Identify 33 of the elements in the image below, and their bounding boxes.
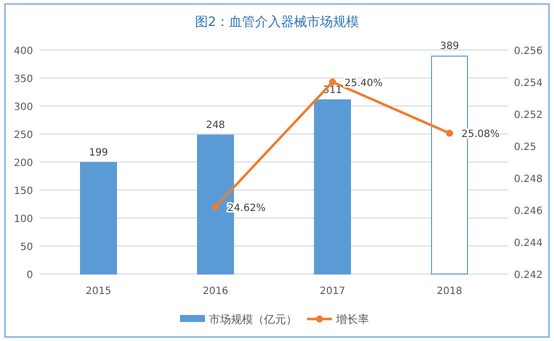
- legend-label: 增长率: [335, 313, 369, 326]
- x-tick-label: 2018: [436, 286, 462, 297]
- bar: [80, 162, 117, 274]
- data-label: 248: [206, 120, 226, 132]
- data-label: 389: [440, 41, 460, 52]
- legend-label: 市场规模（亿元）: [209, 313, 297, 326]
- y2-tick-label: 0.25: [514, 142, 536, 153]
- y-tick-label: 150: [14, 186, 33, 197]
- data-label: 199: [88, 148, 108, 159]
- y2-tick-label: 0.254: [514, 78, 543, 89]
- y2-tick-label: 0.244: [514, 238, 543, 249]
- y2-tick-label: 0.252: [514, 110, 543, 121]
- y-tick-label: 300: [14, 102, 33, 113]
- data-label: 25.40%: [344, 78, 383, 89]
- bar: [314, 99, 351, 274]
- y-tick-label: 50: [20, 242, 33, 253]
- y-tick-label: 0: [26, 270, 33, 281]
- point: [446, 130, 453, 137]
- x-tick-label: 2015: [86, 286, 112, 297]
- point: [329, 78, 336, 86]
- x-tick-label: 2016: [202, 286, 228, 297]
- y-tick-label: 250: [14, 130, 33, 141]
- y2-tick-label: 0.246: [514, 206, 543, 217]
- y2-tick-label: 0.256: [514, 46, 543, 57]
- y-tick-label: 100: [14, 214, 33, 225]
- x-tick-label: 2017: [320, 286, 346, 297]
- y2-tick-label: 0.242: [514, 270, 543, 281]
- point: [212, 203, 219, 210]
- y-tick-label: 400: [14, 46, 33, 57]
- y2-tick-label: 0.248: [514, 174, 543, 185]
- chart-title: 图2：血管介入器械市场规模: [194, 15, 360, 30]
- y-tick-label: 350: [14, 74, 33, 85]
- y-tick-label: 200: [14, 158, 33, 169]
